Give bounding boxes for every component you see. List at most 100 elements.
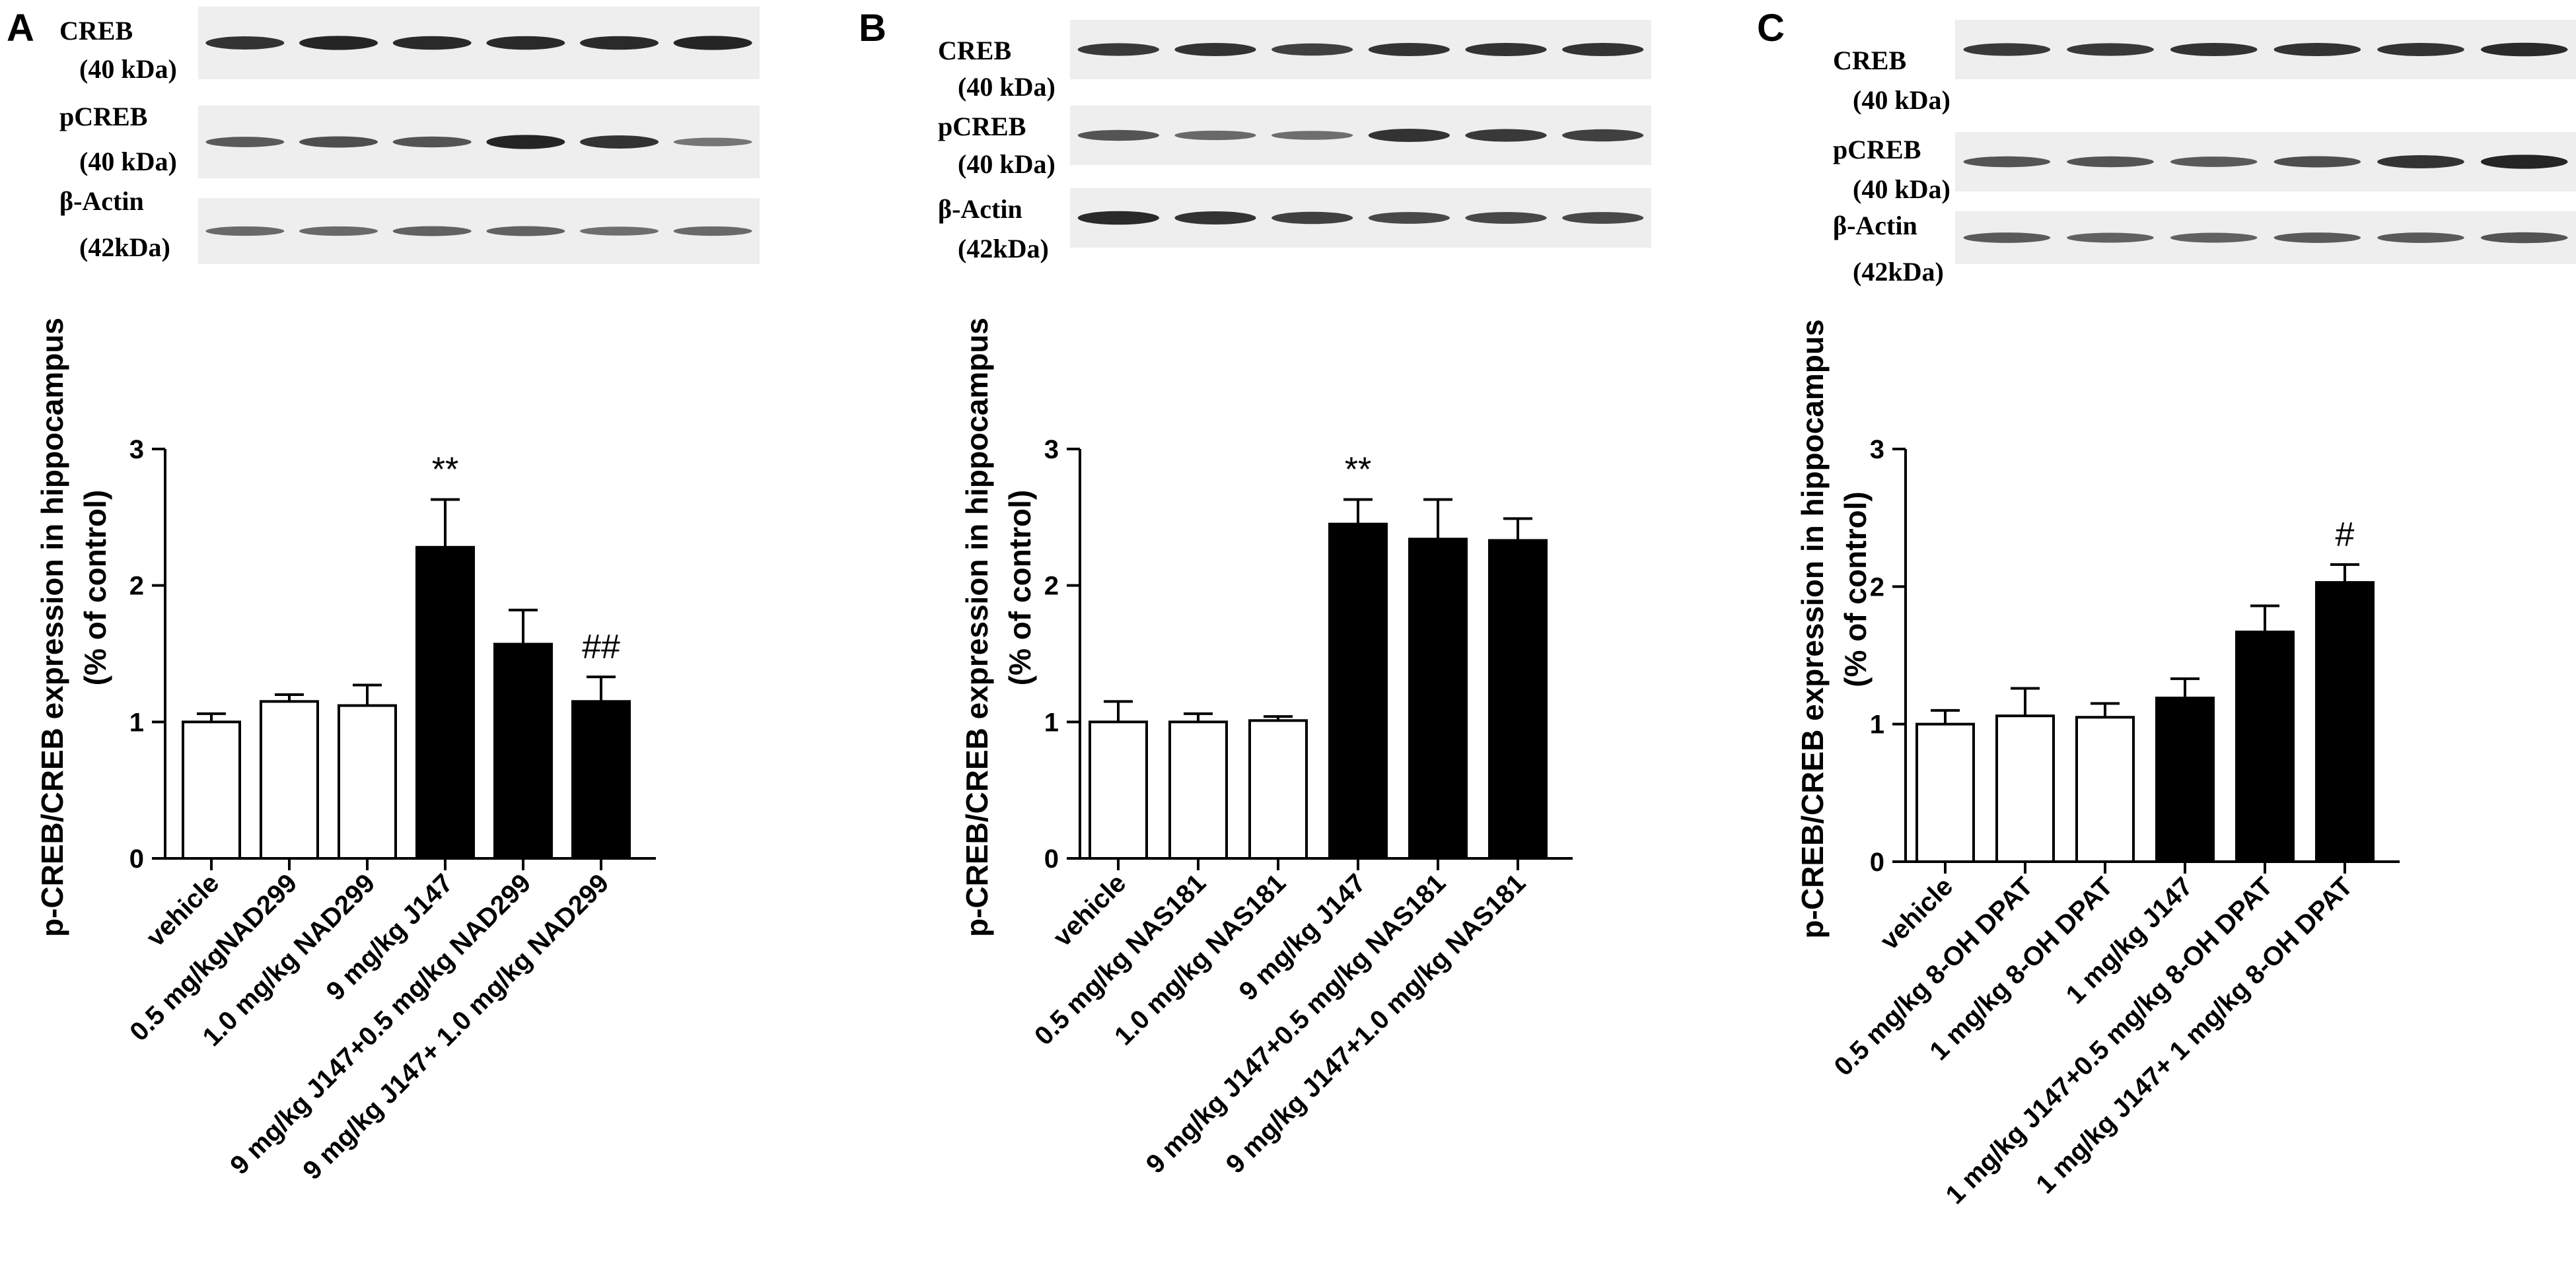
blot-band (299, 36, 378, 50)
significance-marker: ** (432, 450, 458, 489)
blot-strip-creb (1070, 20, 1651, 79)
x-category-label: 9 mg/kg J147+0.5 mg/kg NAS181 (1141, 868, 1452, 1179)
y-tick-label: 1 (1870, 710, 1884, 740)
bar (260, 700, 319, 860)
bar (1915, 722, 1975, 863)
blot-band (1562, 129, 1644, 142)
blot-weight-label: (40 kDa) (79, 147, 177, 176)
blot-band (2067, 156, 2154, 168)
blot-band (486, 135, 565, 149)
blot-weight-label: (40 kDa) (958, 149, 1055, 179)
blot-band (1562, 212, 1644, 224)
y-tick-label: 3 (1870, 435, 1884, 464)
blot-band (299, 136, 378, 148)
blot-band (1271, 131, 1353, 140)
bar (1328, 522, 1388, 860)
blot-background (198, 198, 760, 264)
blot-band (673, 36, 752, 50)
blot-band (2273, 43, 2361, 56)
bar (2315, 581, 2375, 863)
blot-band (1368, 129, 1450, 142)
y-tick-label: 3 (129, 435, 144, 464)
blot-band (580, 36, 659, 50)
blot-band (2377, 155, 2464, 168)
blot-background (1070, 106, 1651, 165)
blot-weight-label: (40 kDa) (79, 54, 177, 84)
y-axis-subtitle: (% of control) (78, 490, 112, 685)
y-tick-label: 1 (1044, 708, 1059, 737)
blot-band (1174, 43, 1256, 56)
blot-band (2377, 43, 2464, 56)
blot-protein-label: pCREB (1833, 135, 1921, 164)
blot-band (2170, 156, 2258, 167)
blot-strip-creb (198, 7, 760, 79)
panel-letter: B (859, 7, 886, 50)
blot-band (2480, 42, 2568, 57)
blot-band (1077, 129, 1159, 141)
bar (182, 720, 241, 860)
bar (338, 704, 397, 860)
blot-band (486, 226, 565, 236)
blot-band (392, 226, 472, 236)
bar (2235, 631, 2295, 863)
blot-band (2377, 232, 2464, 243)
bar (1488, 539, 1548, 860)
blot-strip-actin (1070, 188, 1651, 248)
panel-c: C CREB (40 kDa) pCREB (40 kDa) β-Actin (42kDa)… (1757, 7, 2576, 1210)
significance-marker: ## (582, 628, 620, 666)
blot-band (580, 226, 659, 236)
bar (1248, 719, 1308, 860)
blot-band (299, 226, 378, 236)
blot-strip-actin (198, 198, 760, 264)
blot-protein-label: β-Actin (938, 194, 1022, 224)
blot-band (2067, 232, 2154, 243)
y-axis-title: p-CREB/CREB expression in hippocampus (1795, 319, 1830, 938)
blot-band (486, 36, 565, 50)
blot-background (198, 7, 760, 79)
bar (1408, 537, 1468, 860)
bar (2075, 716, 2135, 863)
blot-strip-creb (1955, 20, 2576, 79)
blot-band (1271, 43, 1353, 56)
blot-band (1174, 130, 1256, 141)
blot-weight-label: (40 kDa) (958, 72, 1055, 102)
bar (1168, 720, 1228, 860)
blot-band (1368, 43, 1450, 56)
blot-band (1465, 212, 1547, 224)
significance-marker: ** (1345, 450, 1371, 489)
blot-band (1368, 212, 1450, 224)
y-tick-label: 3 (1044, 435, 1059, 464)
blot-strip-pcreb (1955, 132, 2576, 191)
y-axis-title: p-CREB/CREB expression in hippocampus (960, 318, 994, 937)
blot-band (2170, 232, 2258, 243)
panel-letter: A (7, 7, 34, 50)
blot-band (205, 226, 285, 236)
blot-band (392, 136, 472, 148)
bar (493, 642, 553, 860)
significance-marker: # (2336, 516, 2355, 554)
y-tick-label: 2 (1044, 572, 1059, 601)
blot-band (673, 137, 752, 147)
y-axis-title: p-CREB/CREB expression in hippocampus (35, 318, 69, 937)
blot-background (1955, 20, 2576, 79)
y-tick-label: 2 (129, 572, 144, 601)
blot-protein-label: CREB (938, 36, 1011, 65)
blot-protein-label: CREB (1833, 46, 1906, 75)
blot-band (580, 135, 659, 149)
blot-protein-label: CREB (59, 16, 133, 46)
blot-band (1465, 129, 1547, 142)
bar (571, 700, 631, 860)
blot-band (2480, 232, 2568, 244)
blot-weight-label: (42kDa) (958, 234, 1049, 263)
x-category-label: 9 mg/kg J147+1.0 mg/kg NAS181 (1221, 868, 1532, 1179)
bar (1995, 714, 2055, 863)
y-tick-label: 1 (129, 708, 144, 737)
blot-background (1955, 211, 2576, 264)
blot-strip-actin (1955, 211, 2576, 264)
blot-background (1955, 132, 2576, 191)
panel-b: B CREB (40 kDa) pCREB (40 kDa) β-Actin (42kDa)… (859, 7, 1651, 1179)
blot-band (1174, 211, 1256, 225)
blot-band (2273, 232, 2361, 243)
bar (2155, 697, 2215, 864)
